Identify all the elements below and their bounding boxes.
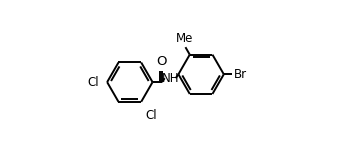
Text: Br: Br (234, 68, 247, 81)
Text: NH: NH (162, 72, 179, 85)
Text: O: O (157, 55, 167, 68)
Text: Cl: Cl (87, 76, 98, 89)
Text: Cl: Cl (145, 109, 157, 122)
Text: Me: Me (176, 32, 193, 45)
